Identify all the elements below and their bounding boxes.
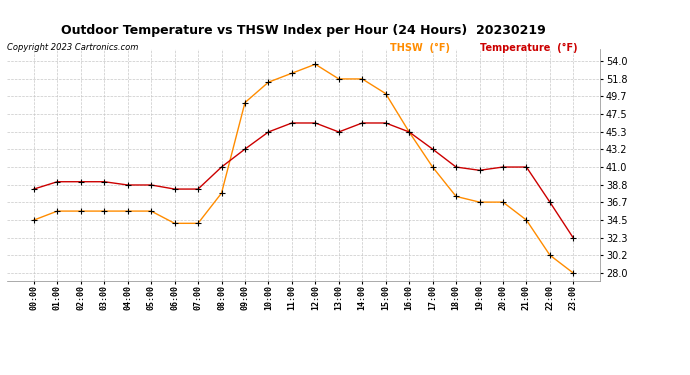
Text: THSW  (°F): THSW (°F) bbox=[390, 43, 450, 53]
Text: Outdoor Temperature vs THSW Index per Hour (24 Hours)  20230219: Outdoor Temperature vs THSW Index per Ho… bbox=[61, 24, 546, 38]
Text: Temperature  (°F): Temperature (°F) bbox=[480, 43, 577, 53]
Text: Copyright 2023 Cartronics.com: Copyright 2023 Cartronics.com bbox=[7, 43, 138, 52]
